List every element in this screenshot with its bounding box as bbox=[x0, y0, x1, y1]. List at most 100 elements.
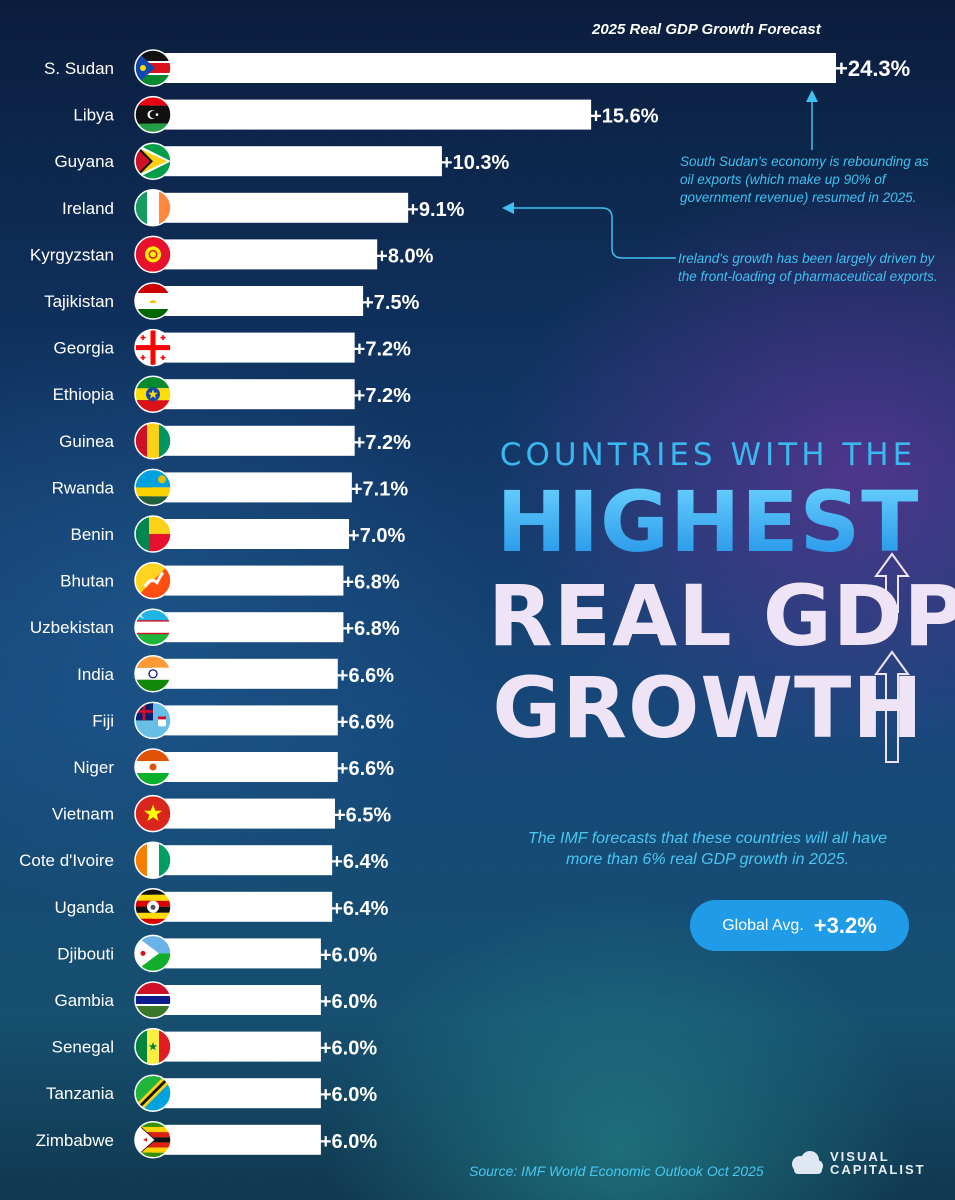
bar bbox=[152, 379, 355, 410]
global-average-label: Global Avg. bbox=[722, 916, 804, 934]
libya-flag-icon bbox=[134, 95, 172, 134]
headline-line-3: REAL GDP bbox=[488, 567, 955, 665]
category-label: Libya bbox=[73, 106, 114, 125]
category-label: Djibouti bbox=[57, 944, 114, 963]
cote-divoire-flag-icon bbox=[134, 841, 172, 879]
bar bbox=[152, 752, 338, 782]
tajikistan-flag-icon bbox=[134, 282, 172, 320]
bar bbox=[152, 99, 592, 130]
category-label: Benin bbox=[71, 525, 114, 544]
annotation-arrow-ireland bbox=[502, 202, 676, 259]
value-label: +10.3% bbox=[441, 152, 510, 174]
bar bbox=[152, 612, 344, 643]
value-label: +6.6% bbox=[337, 711, 394, 733]
category-label: Vietnam bbox=[52, 805, 114, 824]
value-label: +7.2% bbox=[354, 385, 411, 407]
category-label: Uganda bbox=[54, 898, 114, 917]
vietnam-flag-icon bbox=[134, 794, 172, 833]
category-label: Ireland bbox=[62, 199, 114, 218]
bar bbox=[152, 565, 344, 596]
value-label: +6.6% bbox=[337, 758, 394, 780]
category-label: Zimbabwe bbox=[36, 1131, 114, 1150]
value-label: +7.5% bbox=[362, 292, 419, 314]
ethiopia-flag-icon bbox=[134, 375, 172, 413]
gambia-flag-icon bbox=[134, 981, 172, 1019]
value-label: +6.0% bbox=[320, 991, 377, 1013]
fiji-flag-icon bbox=[134, 701, 172, 740]
tanzania-flag-icon bbox=[134, 1074, 172, 1112]
bar bbox=[152, 938, 321, 969]
south-sudan-flag-icon bbox=[134, 49, 172, 87]
value-label: +6.0% bbox=[320, 1131, 377, 1153]
headline-line-2: HIGHEST bbox=[488, 474, 928, 570]
bar bbox=[152, 146, 442, 177]
value-label: +6.0% bbox=[320, 1038, 377, 1060]
visual-capitalist-logo: VISUAL CAPITALIST bbox=[790, 1150, 926, 1176]
value-label: +6.4% bbox=[331, 898, 388, 920]
value-label: +6.8% bbox=[342, 572, 399, 594]
global-average-value: +3.2% bbox=[813, 912, 877, 938]
category-label: Kyrgyzstan bbox=[30, 245, 114, 264]
category-label: Bhutan bbox=[60, 572, 114, 591]
bar bbox=[152, 192, 409, 223]
value-label: +24.3% bbox=[835, 56, 910, 81]
uzbekistan-flag-icon bbox=[134, 608, 172, 646]
bar bbox=[152, 891, 333, 922]
niger-flag-icon bbox=[134, 748, 172, 786]
category-label: Tajikistan bbox=[44, 292, 114, 311]
bar bbox=[152, 845, 333, 876]
value-label: +7.0% bbox=[348, 525, 405, 547]
category-label: Georgia bbox=[54, 339, 115, 358]
value-label: +15.6% bbox=[590, 106, 659, 128]
source-note: Source: IMF World Economic Outlook Oct 2… bbox=[469, 1163, 764, 1179]
value-label: +7.1% bbox=[351, 478, 408, 500]
value-label: +6.5% bbox=[334, 805, 391, 827]
guinea-flag-icon bbox=[134, 422, 172, 460]
value-label: +6.0% bbox=[320, 944, 377, 966]
global-average-badge: Global Avg. +3.2% bbox=[690, 900, 909, 951]
bar bbox=[152, 985, 321, 1015]
category-label: Niger bbox=[73, 758, 114, 777]
value-label: +8.0% bbox=[376, 245, 433, 267]
category-label: India bbox=[77, 665, 114, 684]
value-label: +9.1% bbox=[407, 199, 464, 221]
category-label: Cote d'Ivoire bbox=[19, 851, 114, 870]
bar bbox=[152, 519, 350, 549]
up-arrow-icon bbox=[874, 552, 910, 763]
category-label: Guinea bbox=[59, 432, 114, 451]
category-label: Guyana bbox=[54, 152, 114, 171]
category-label: Rwanda bbox=[52, 478, 115, 497]
annotation-south-sudan: South Sudan's economy is rebounding as o… bbox=[680, 154, 929, 205]
category-label: Gambia bbox=[54, 991, 114, 1010]
bar bbox=[152, 53, 836, 83]
guyana-flag-icon bbox=[134, 142, 172, 180]
bar bbox=[152, 705, 338, 736]
logo-icon bbox=[792, 1151, 823, 1174]
bar bbox=[152, 1124, 321, 1155]
bar bbox=[152, 658, 338, 689]
bar bbox=[152, 286, 364, 316]
value-label: +7.2% bbox=[354, 339, 411, 361]
senegal-flag-icon bbox=[134, 1027, 172, 1066]
uganda-flag-icon bbox=[134, 888, 172, 926]
value-label: +6.4% bbox=[331, 851, 388, 873]
benin-flag-icon bbox=[134, 515, 172, 553]
georgia-flag-icon bbox=[134, 328, 172, 367]
value-label: +7.2% bbox=[354, 432, 411, 454]
category-label: S. Sudan bbox=[44, 59, 114, 78]
bhutan-flag-icon bbox=[134, 561, 172, 600]
zimbabwe-flag-icon bbox=[134, 1121, 172, 1159]
value-label: +6.8% bbox=[342, 618, 399, 640]
subtitle: The IMF forecasts that these countries w… bbox=[528, 830, 887, 868]
chart-title: 2025 Real GDP Growth Forecast bbox=[592, 21, 821, 38]
value-label: +6.6% bbox=[337, 665, 394, 687]
bar bbox=[152, 239, 378, 270]
annotation-ireland: Ireland's growth has been largely driven… bbox=[678, 251, 938, 284]
category-label: Fiji bbox=[92, 711, 114, 730]
logo-text-line-1: VISUAL bbox=[830, 1149, 890, 1164]
logo-text-line-2: CAPITALIST bbox=[830, 1162, 926, 1177]
value-label: +6.0% bbox=[320, 1084, 377, 1106]
bar bbox=[152, 1078, 321, 1109]
